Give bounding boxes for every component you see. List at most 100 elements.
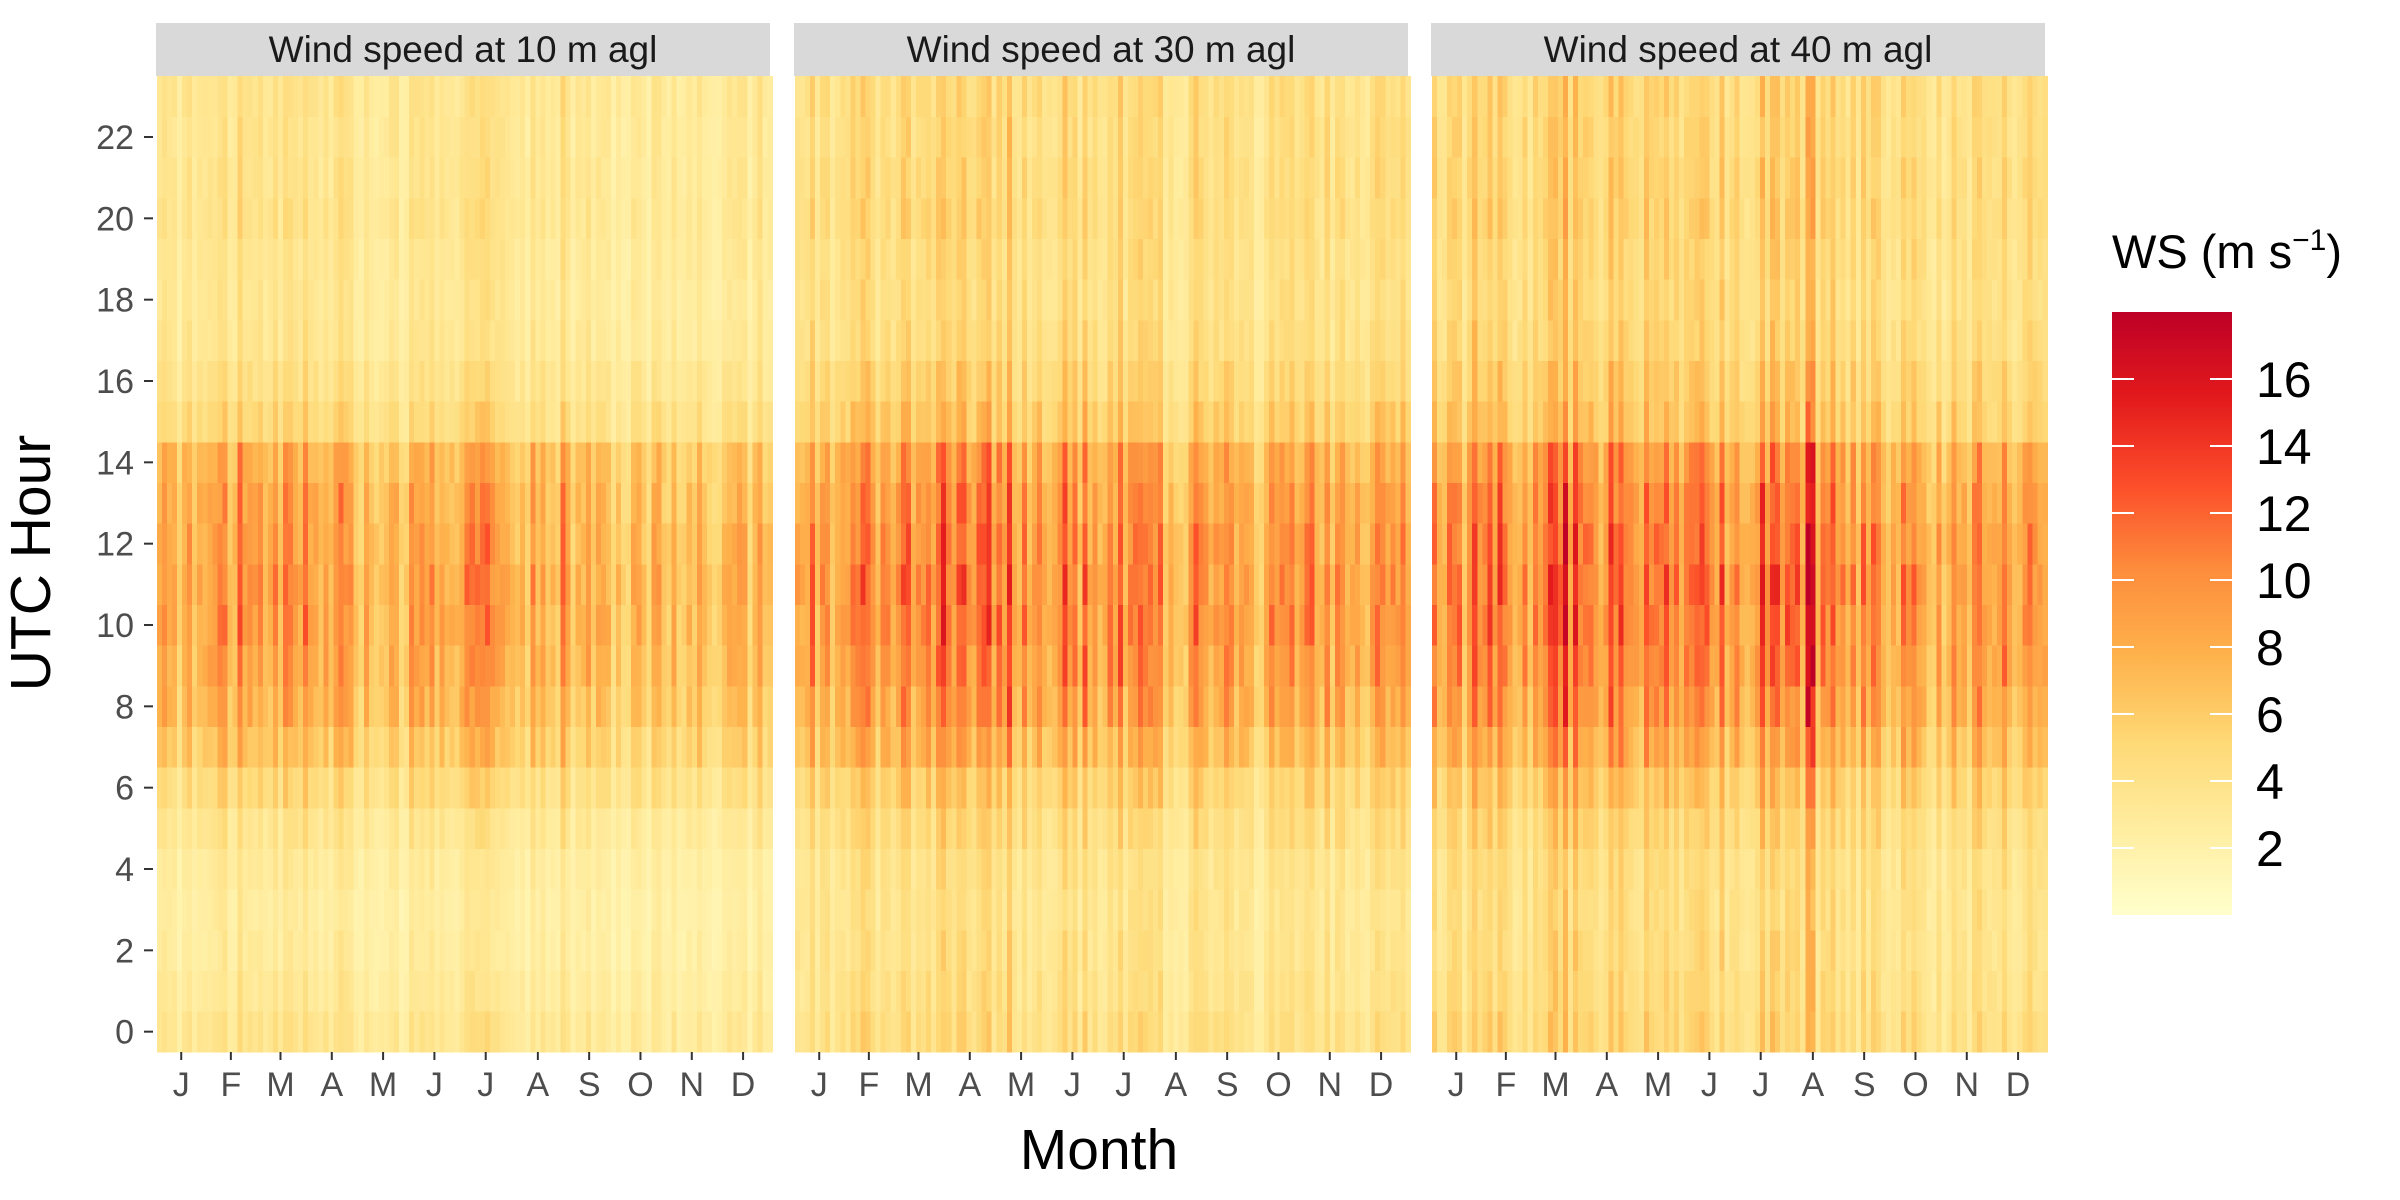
heatmap-cell xyxy=(1107,238,1114,280)
heatmap-cell xyxy=(515,401,521,443)
heatmap-cell xyxy=(1062,442,1068,484)
heatmap-cell xyxy=(525,808,531,850)
heatmap-cell xyxy=(845,848,851,890)
heatmap-cell xyxy=(207,604,213,646)
heatmap-cell xyxy=(575,808,582,850)
heatmap-cell xyxy=(651,401,657,443)
heatmap-cell xyxy=(809,279,816,321)
heatmap-cell xyxy=(1122,320,1129,362)
heatmap-cell xyxy=(971,848,977,890)
heatmap-cell xyxy=(605,604,612,646)
heatmap-cell xyxy=(207,848,213,890)
heatmap-cell xyxy=(971,970,977,1012)
heatmap-cell xyxy=(905,808,912,850)
heatmap-cell xyxy=(247,238,254,280)
heatmap-cell xyxy=(212,442,218,484)
heatmap-cell xyxy=(860,564,866,606)
heatmap-cell xyxy=(1168,767,1174,809)
heatmap-cell xyxy=(686,970,693,1012)
heatmap-cell xyxy=(890,198,897,240)
heatmap-cell xyxy=(1016,970,1023,1012)
heatmap-cell xyxy=(505,320,511,362)
heatmap-cell xyxy=(986,808,993,850)
heatmap-cell xyxy=(915,442,922,484)
heatmap-cell xyxy=(1218,198,1225,240)
heatmap-cell xyxy=(363,604,370,646)
heatmap-cell xyxy=(820,523,826,565)
heatmap-cell xyxy=(1092,889,1099,931)
heatmap-cell xyxy=(961,116,967,158)
heatmap-cell xyxy=(976,767,982,809)
heatmap-cell xyxy=(1143,604,1149,646)
heatmap-cell xyxy=(996,76,1003,118)
heatmap-cell xyxy=(1188,930,1194,972)
heatmap-cell xyxy=(1148,442,1154,484)
heatmap-cell xyxy=(956,482,962,524)
heatmap-cell xyxy=(666,198,672,240)
heatmap-cell xyxy=(510,279,516,321)
heatmap-cell xyxy=(520,198,526,240)
heatmap-cell xyxy=(550,564,556,606)
heatmap-cell xyxy=(318,320,324,362)
heatmap-cell xyxy=(1213,279,1220,321)
heatmap-cell xyxy=(525,116,531,158)
heatmap-cell xyxy=(580,808,587,850)
heatmap-cell xyxy=(277,930,284,972)
heatmap-cell xyxy=(1163,564,1169,606)
heatmap-cell xyxy=(429,1011,435,1053)
heatmap-cell xyxy=(885,1011,892,1053)
heatmap-cell xyxy=(177,767,183,809)
heatmap-cell xyxy=(277,889,284,931)
heatmap-cell xyxy=(921,320,927,362)
heatmap-cell xyxy=(192,279,198,321)
heatmap-cell xyxy=(1097,198,1104,240)
heatmap-cell xyxy=(252,930,259,972)
heatmap-cell xyxy=(701,76,708,118)
heatmap-cell xyxy=(1163,767,1169,809)
heatmap-cell xyxy=(530,198,536,240)
heatmap-cell xyxy=(510,726,516,768)
heatmap-cell xyxy=(267,116,274,158)
heatmap-cell xyxy=(232,970,238,1012)
heatmap-cell xyxy=(525,1011,531,1053)
heatmap-cell xyxy=(762,930,768,972)
heatmap-cell xyxy=(855,76,861,118)
heatmap-cell xyxy=(1213,360,1220,402)
heatmap-cell xyxy=(986,360,993,402)
heatmap-cell xyxy=(353,848,360,890)
heatmap-cell xyxy=(1102,482,1109,524)
heatmap-cell xyxy=(860,1011,866,1053)
heatmap-cell xyxy=(368,604,375,646)
heatmap-cell xyxy=(691,604,698,646)
heatmap-cell xyxy=(429,157,435,199)
heatmap-cell xyxy=(429,970,435,1012)
heatmap-cell xyxy=(192,116,198,158)
heatmap-cell xyxy=(910,1011,917,1053)
heatmap-cell xyxy=(961,279,967,321)
heatmap-cell xyxy=(237,889,244,931)
heatmap-cell xyxy=(1148,686,1154,728)
heatmap-cell xyxy=(323,360,329,402)
heatmap-cell xyxy=(348,279,355,321)
heatmap-cell xyxy=(1138,238,1144,280)
heatmap-cell xyxy=(449,1011,455,1053)
heatmap-cell xyxy=(1077,686,1083,728)
heatmap-cell xyxy=(227,76,233,118)
heatmap-cell xyxy=(880,198,887,240)
heatmap-cell xyxy=(804,970,811,1012)
heatmap-cell xyxy=(510,320,516,362)
heatmap-cell xyxy=(399,1011,405,1053)
heatmap-cell xyxy=(247,848,254,890)
heatmap-cell xyxy=(394,930,400,972)
heatmap-cell xyxy=(156,645,163,687)
heatmap-cell xyxy=(1042,889,1048,931)
heatmap-cell xyxy=(257,401,264,443)
heatmap-cell xyxy=(966,686,972,728)
heatmap-cell xyxy=(358,767,365,809)
heatmap-cell xyxy=(277,279,284,321)
heatmap-cell xyxy=(202,726,208,768)
heatmap-cell xyxy=(252,360,259,402)
heatmap-cell xyxy=(444,645,450,687)
heatmap-cell xyxy=(880,360,887,402)
heatmap-cell xyxy=(575,604,582,646)
